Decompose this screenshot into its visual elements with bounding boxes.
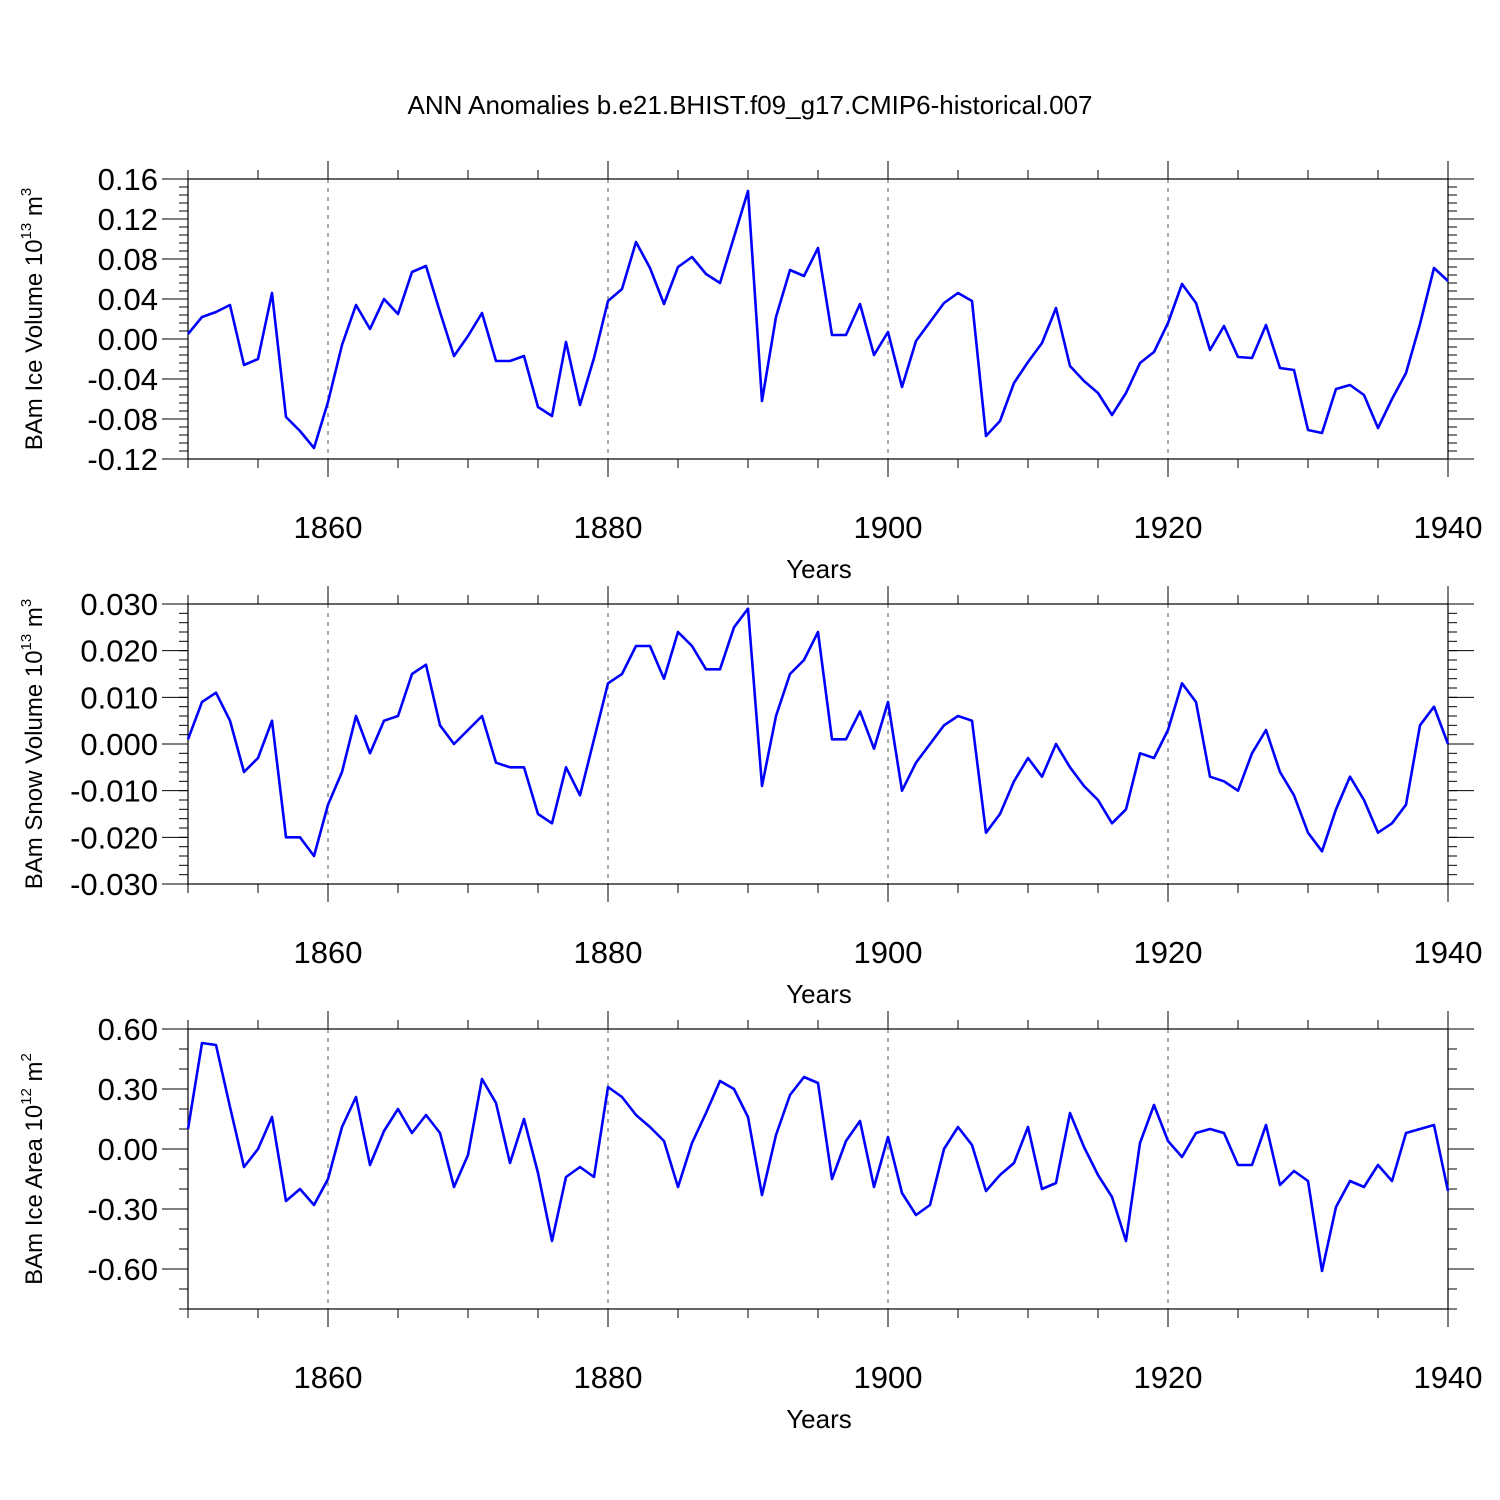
y-tick-label: -0.010 [70, 774, 158, 809]
x-tick-label: 1860 [294, 935, 363, 970]
x-tick-label: 1860 [294, 1360, 363, 1395]
x-tick-label: 1920 [1134, 510, 1203, 545]
x-tick-label: 1880 [574, 1360, 643, 1395]
y-tick-label: -0.60 [87, 1252, 158, 1287]
chart-panel-1: 1860 1880 1900 1920 1940 Years -0.12 -0.08 -0.04… [18, 161, 1482, 584]
x-axis-label: Years [786, 979, 852, 1009]
y-axis-label: BAm Ice Area 1012 m2 [18, 1053, 48, 1285]
x-axis-label: Years [786, 1404, 852, 1434]
y-tick-label: 0.00 [98, 1132, 158, 1167]
y-tick-label: 0.020 [80, 634, 158, 669]
series-line [186, 1041, 1450, 1273]
series-line [186, 607, 1450, 858]
plot-frame [187, 178, 1449, 460]
x-tick-label: 1940 [1414, 510, 1483, 545]
y-tick-label: 0.030 [80, 587, 158, 622]
series-line [186, 189, 1449, 450]
y-tick-label: -0.08 [87, 402, 158, 437]
y-tick-label: -0.30 [87, 1192, 158, 1227]
y-axis-label: BAm Snow Volume 1013 m3 [18, 599, 48, 890]
y-tick-label: -0.12 [87, 442, 158, 477]
plot-frame [187, 1028, 1449, 1310]
x-tick-label: 1920 [1134, 1360, 1203, 1395]
y-tick-label: 0.08 [98, 242, 158, 277]
figure-title: ANN Anomalies b.e21.BHIST.f09_g17.CMIP6-… [407, 90, 1092, 120]
y-tick-label: -0.04 [87, 362, 158, 397]
x-tick-label: 1940 [1414, 1360, 1483, 1395]
y-tick-label: -0.030 [70, 867, 158, 902]
y-tick-label: 0.010 [80, 680, 158, 715]
x-tick-label: 1900 [854, 510, 923, 545]
x-tick-label: 1920 [1134, 935, 1203, 970]
x-axis-label: Years [786, 554, 852, 584]
x-tick-label: 1880 [574, 510, 643, 545]
x-tick-label: 1860 [294, 510, 363, 545]
chart-panels: 1860 1880 1900 1920 1940 Years -0.12 -0.08 -0.04… [18, 161, 1482, 1434]
y-tick-label: 0.00 [98, 322, 158, 357]
chart-panel-2: 1860 1880 1900 1920 1940 Years -0.030 -0.020 -0.… [18, 586, 1482, 1009]
x-tick-label: 1900 [854, 1360, 923, 1395]
x-tick-label: 1880 [574, 935, 643, 970]
y-tick-label: 0.16 [98, 162, 158, 197]
chart-panel-3: 1860 1880 1900 1920 1940 Years -0.60 -0.30 0.00 0… [18, 1011, 1482, 1434]
y-tick-label: 0.04 [98, 282, 158, 317]
y-tick-label: 0.30 [98, 1072, 158, 1107]
x-tick-label: 1940 [1414, 935, 1483, 970]
y-tick-label: -0.020 [70, 820, 158, 855]
x-tick-label: 1900 [854, 935, 923, 970]
y-axis-label: BAm Ice Volume 1013 m3 [18, 188, 48, 450]
y-tick-label: 0.60 [98, 1012, 158, 1047]
y-tick-label: 0.000 [80, 727, 158, 762]
y-tick-label: 0.12 [98, 202, 158, 237]
